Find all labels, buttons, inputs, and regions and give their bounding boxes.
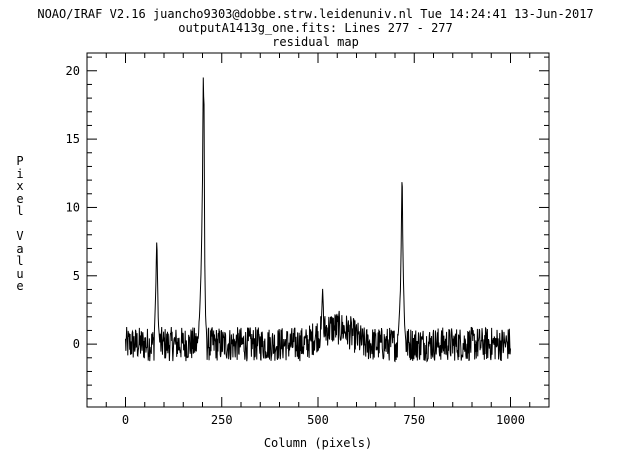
y-axis-label: P i x e l V a l u e — [16, 154, 24, 293]
x-tick-label: 500 — [307, 413, 329, 427]
x-tick-label: 0 — [122, 413, 129, 427]
y-tick-label: 0 — [73, 337, 80, 351]
plot-header-file: outputA1413g_one.fits: Lines 277 - 277 — [178, 21, 453, 35]
x-tick-label: 250 — [211, 413, 233, 427]
axis-ticks — [86, 53, 550, 407]
tick-labels: 0 250 500 750 1000 0 5 10 15 20 — [66, 64, 525, 427]
chart-title: residual map — [272, 35, 359, 49]
y-tick-label: 20 — [66, 64, 80, 78]
residual-series-line — [125, 77, 511, 363]
x-tick-label: 750 — [403, 413, 425, 427]
y-tick-label: 15 — [66, 132, 80, 146]
x-axis-label: Column (pixels) — [264, 436, 372, 450]
data-series — [125, 77, 511, 363]
plot-header-line1: NOAO/IRAF V2.16 juancho9303@dobbe.strw.l… — [37, 7, 594, 21]
plot-frame — [86, 52, 550, 408]
y-tick-label: 5 — [73, 269, 80, 283]
x-tick-label: 1000 — [496, 413, 525, 427]
y-tick-label: 10 — [66, 200, 80, 214]
